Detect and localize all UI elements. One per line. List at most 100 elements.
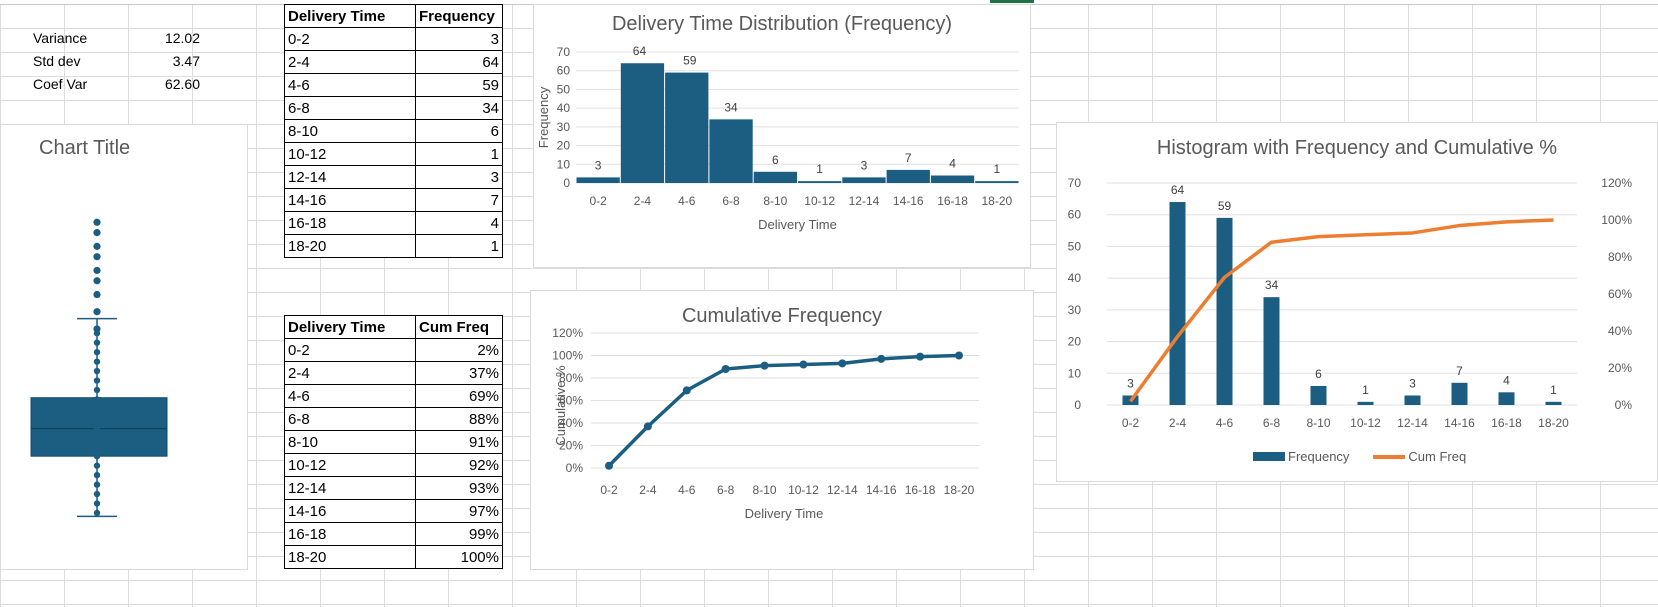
table-cell[interactable]: 88% bbox=[415, 407, 503, 431]
table-row: 8-10 91% bbox=[284, 430, 503, 454]
table-cell[interactable]: 18-20 bbox=[284, 234, 416, 258]
data-label: 3 bbox=[861, 158, 868, 172]
table-cell[interactable]: 2-4 bbox=[284, 361, 416, 385]
table-cell[interactable]: 0-2 bbox=[284, 27, 416, 51]
table-cell[interactable]: 97% bbox=[415, 499, 503, 523]
table-cell[interactable]: 18-20 bbox=[284, 545, 416, 569]
y-tick-label: 60 bbox=[557, 64, 571, 78]
stat-label-coefvar[interactable]: Coef Var bbox=[33, 76, 88, 92]
inner-point bbox=[93, 434, 101, 441]
bar-12-14 bbox=[1404, 395, 1421, 405]
outlier-point bbox=[93, 325, 101, 333]
table-cell[interactable]: 1 bbox=[415, 142, 503, 166]
table-cell[interactable]: 12-14 bbox=[284, 476, 416, 500]
table-cell[interactable]: 3 bbox=[415, 27, 503, 51]
pareto-chart[interactable]: Histogram with Frequency and Cumulative … bbox=[1056, 122, 1658, 482]
legend-label-frequency: Frequency bbox=[1288, 449, 1350, 464]
x-tick-label: 10-12 bbox=[788, 483, 819, 497]
table-row: 6-8 34 bbox=[284, 96, 503, 120]
y-axis-title: Frequency bbox=[536, 86, 551, 148]
table-row: 10-12 1 bbox=[284, 142, 503, 166]
data-point-4-6 bbox=[682, 386, 691, 395]
table-cell[interactable]: 91% bbox=[415, 430, 503, 454]
y-tick-label-right: 20% bbox=[1608, 361, 1632, 375]
series-line bbox=[607, 353, 960, 467]
data-point-0-2 bbox=[605, 461, 613, 470]
table-cell[interactable]: 16-18 bbox=[284, 211, 416, 235]
table-row: 16-18 4 bbox=[284, 211, 503, 235]
table-cell[interactable]: 59 bbox=[415, 73, 503, 97]
stat-value-stddev[interactable]: 3.47 bbox=[172, 53, 200, 69]
x-tick-label: 6-8 bbox=[722, 194, 740, 208]
inner-point bbox=[93, 339, 101, 346]
table-cell[interactable]: 6 bbox=[415, 119, 503, 143]
stat-value-variance[interactable]: 12.02 bbox=[164, 30, 200, 46]
table-cell[interactable]: 0-2 bbox=[284, 338, 416, 362]
table-cell[interactable]: 1 bbox=[415, 234, 503, 258]
data-point-8-10 bbox=[760, 361, 769, 370]
table-row: 2-4 37% bbox=[284, 361, 503, 385]
box-plot-chart[interactable]: Chart Title bbox=[0, 124, 248, 570]
x-tick-label: 8-10 bbox=[753, 483, 777, 497]
legend-label-cumfreq: Cum Freq bbox=[1408, 449, 1467, 464]
table-cell[interactable]: 69% bbox=[415, 384, 503, 408]
data-point-2-4 bbox=[643, 422, 652, 431]
table-row: 12-14 93% bbox=[284, 476, 503, 500]
stat-label-stddev[interactable]: Std dev bbox=[33, 53, 81, 69]
table-cell[interactable]: 7 bbox=[415, 188, 503, 212]
data-label: 59 bbox=[1218, 199, 1232, 213]
data-point-6-8 bbox=[721, 365, 730, 373]
x-tick-label: 8-10 bbox=[763, 194, 787, 208]
column-header[interactable]: Frequency bbox=[415, 4, 503, 28]
column-header[interactable]: Delivery Time bbox=[284, 4, 416, 28]
y-tick-label: 0 bbox=[563, 176, 570, 190]
bar-8-10 bbox=[753, 171, 797, 183]
table-cell[interactable]: 99% bbox=[415, 522, 503, 546]
table-cell[interactable]: 4-6 bbox=[284, 384, 416, 408]
table-cell[interactable]: 10-12 bbox=[284, 453, 416, 477]
cum-freq-line bbox=[1129, 218, 1554, 403]
column-header[interactable]: Cum Freq bbox=[415, 315, 503, 339]
stat-label-variance[interactable]: Variance bbox=[33, 30, 88, 46]
x-tick-label: 14-16 bbox=[893, 194, 924, 208]
data-label: 34 bbox=[1265, 278, 1279, 292]
y-tick-label: 30 bbox=[557, 120, 571, 134]
y-tick-label: 10 bbox=[557, 157, 571, 171]
cumulative-frequency-chart[interactable]: Cumulative Frequency 0% 20% 40% 60% 80% 100% 1… bbox=[530, 290, 1034, 570]
bar-2-4 bbox=[1169, 202, 1186, 405]
table-cell[interactable]: 14-16 bbox=[284, 499, 416, 523]
y-tick-label-left: 10 bbox=[1068, 366, 1082, 380]
table-cell[interactable]: 4 bbox=[415, 211, 503, 235]
table-cell[interactable]: 12-14 bbox=[284, 165, 416, 189]
table-cell[interactable]: 8-10 bbox=[284, 430, 416, 454]
table-cell[interactable]: 3 bbox=[415, 165, 503, 189]
table-row: 6-8 88% bbox=[284, 407, 503, 431]
table-cell[interactable]: 4-6 bbox=[284, 73, 416, 97]
table-cell[interactable]: 16-18 bbox=[284, 522, 416, 546]
data-label: 1 bbox=[816, 162, 823, 176]
table-cell[interactable]: 100% bbox=[415, 545, 503, 569]
table-cell[interactable]: 93% bbox=[415, 476, 503, 500]
table-row: 4-6 69% bbox=[284, 384, 503, 408]
table-cell[interactable]: 34 bbox=[415, 96, 503, 120]
x-tick-label: 18-20 bbox=[1538, 416, 1569, 430]
table-cell[interactable]: 6-8 bbox=[284, 96, 416, 120]
y-tick-label-left: 0 bbox=[1074, 398, 1081, 412]
table-cell[interactable]: 37% bbox=[415, 361, 503, 385]
box-plot-svg bbox=[30, 218, 168, 518]
table-cell[interactable]: 64 bbox=[415, 50, 503, 74]
table-cell[interactable]: 8-10 bbox=[284, 119, 416, 143]
stat-value-coefvar[interactable]: 62.60 bbox=[164, 76, 200, 92]
data-label: 3 bbox=[595, 158, 602, 172]
table-cell[interactable]: 6-8 bbox=[284, 407, 416, 431]
table-cell[interactable]: 92% bbox=[415, 453, 503, 477]
y-tick-label-right: 40% bbox=[1608, 324, 1632, 338]
histogram-chart[interactable]: Delivery Time Distribution (Frequency) 0… bbox=[533, 4, 1031, 268]
y-tick-label: 60% bbox=[559, 394, 583, 408]
table-cell[interactable]: 14-16 bbox=[284, 188, 416, 212]
frequency-table: Delivery Time Frequency 0-2 3 2-4 64 4-6 59… bbox=[284, 4, 503, 258]
column-header[interactable]: Delivery Time bbox=[284, 315, 416, 339]
table-cell[interactable]: 2-4 bbox=[284, 50, 416, 74]
table-cell[interactable]: 2% bbox=[415, 338, 503, 362]
table-cell[interactable]: 10-12 bbox=[284, 142, 416, 166]
